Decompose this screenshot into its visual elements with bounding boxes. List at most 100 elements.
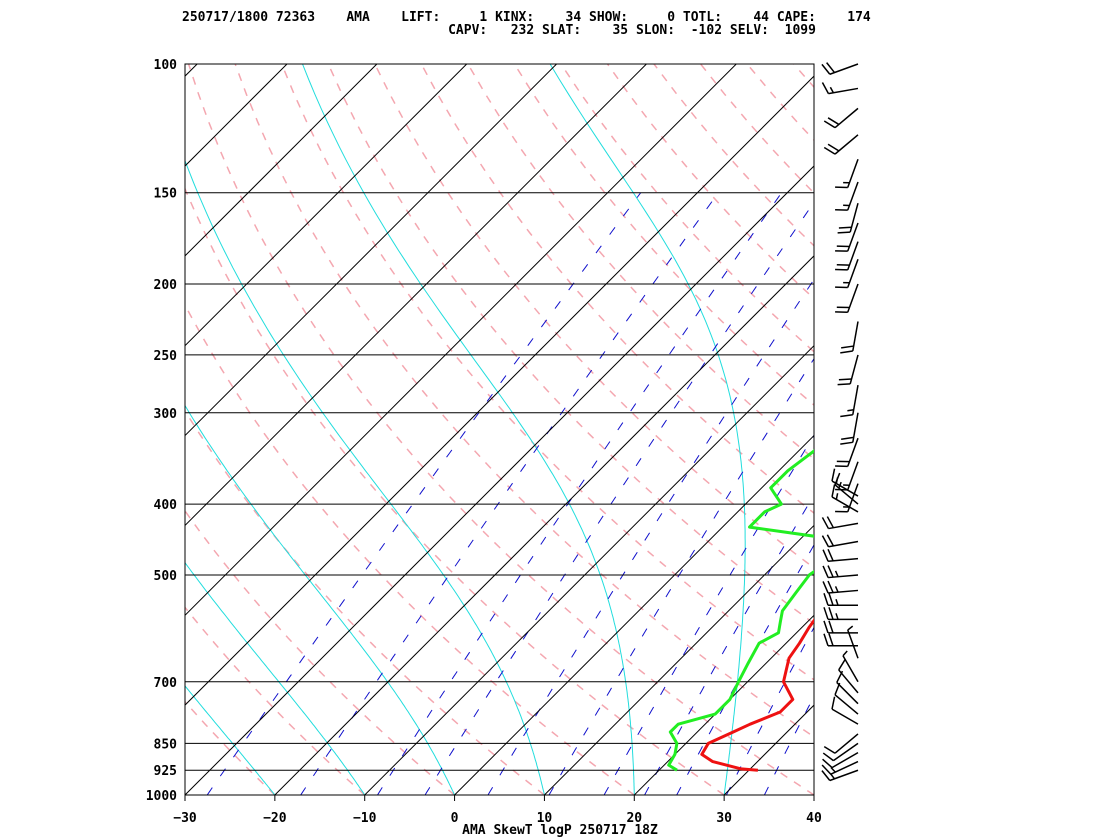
mixing-ratio-line xyxy=(487,278,814,795)
dry-adiabat-line xyxy=(840,64,1120,795)
mixing-ratio-line xyxy=(300,192,719,795)
pressure-tick-label: 300 xyxy=(154,407,178,422)
wind-barb xyxy=(822,751,859,769)
isotherm-line xyxy=(364,345,814,795)
wind-barbs xyxy=(821,62,859,782)
temperature-trace xyxy=(700,618,814,772)
mixing-ratio-line xyxy=(725,626,814,795)
isotherm-line xyxy=(185,64,288,167)
x-tick-label: −10 xyxy=(353,811,377,826)
pressure-tick-label: 150 xyxy=(154,187,178,202)
wind-barb xyxy=(823,733,859,754)
wind-barb xyxy=(821,82,859,95)
wind-barb xyxy=(822,548,859,563)
moist-adiabats xyxy=(0,64,814,795)
dry-adiabat-line xyxy=(185,409,545,795)
dry-adiabat-line xyxy=(467,64,814,460)
wind-barb xyxy=(835,483,859,513)
x-tick-label: −20 xyxy=(263,811,287,826)
x-tick-label: 30 xyxy=(716,811,732,826)
dry-adiabat-line xyxy=(374,64,814,569)
plot-frame xyxy=(184,63,815,796)
wind-barb xyxy=(831,484,859,513)
mixing-ratio-lines xyxy=(206,192,814,795)
pressure-tick-labels: 100 150 200 250 300 400 500 700 850 925 1000 xyxy=(146,58,177,804)
pressure-tick-label: 500 xyxy=(154,569,178,584)
wind-barb xyxy=(835,181,859,211)
wind-barb xyxy=(822,580,859,594)
dry-adiabat-line xyxy=(606,64,814,300)
x-tick-label: −30 xyxy=(173,811,197,826)
isotherm-line xyxy=(544,524,814,795)
mixing-ratio-line xyxy=(603,434,814,795)
wind-barb xyxy=(847,625,859,659)
x-tick-label: 40 xyxy=(806,811,822,826)
isotherm-line xyxy=(813,794,814,795)
dry-adiabat-line xyxy=(933,64,1120,795)
wind-barb xyxy=(821,769,859,782)
dry-adiabat-line xyxy=(980,64,1120,795)
wind-barb xyxy=(837,354,859,386)
isobars xyxy=(185,63,814,796)
isotherm-line xyxy=(185,165,814,795)
wind-barb xyxy=(822,742,859,762)
isotherm-line xyxy=(454,434,814,795)
pressure-tick-label: 700 xyxy=(154,676,178,691)
isotherm-line xyxy=(185,75,814,706)
dry-adiabat-line xyxy=(281,64,814,681)
wind-barb xyxy=(835,259,859,289)
dewpoint-trace xyxy=(667,449,814,772)
wind-barb xyxy=(823,633,858,647)
dry-adiabat-line xyxy=(746,64,814,142)
wind-barb xyxy=(823,592,858,606)
pressure-tick-label: 200 xyxy=(154,278,178,293)
wind-barb xyxy=(840,412,859,445)
wind-barb xyxy=(835,241,859,271)
wind-barb xyxy=(835,283,859,313)
mixing-ratio-line xyxy=(424,201,814,795)
plot-border xyxy=(184,63,815,796)
wind-barb xyxy=(837,202,859,234)
isotherm-line xyxy=(185,64,737,616)
moist-adiabat-line xyxy=(185,561,366,795)
dry-adiabat-line xyxy=(327,64,814,625)
mixing-ratio-line xyxy=(644,493,814,795)
pressure-tick-label: 850 xyxy=(154,737,178,752)
wind-barb xyxy=(835,222,859,252)
wind-barb xyxy=(821,62,859,75)
dry-adiabat-line xyxy=(185,186,725,795)
isotherm-line xyxy=(185,64,468,347)
wind-barb xyxy=(821,516,859,530)
wind-barb xyxy=(821,534,859,548)
header-line-1: 250717/1800 72363 AMA LIFT: 1 KINX: 34 S… xyxy=(182,10,871,25)
pressure-tick-label: 400 xyxy=(154,498,178,513)
moist-adiabat-line xyxy=(185,404,456,795)
moist-adiabat-line xyxy=(0,64,95,795)
wind-barb xyxy=(842,650,859,683)
mixing-ratio-line xyxy=(206,192,642,795)
isotherm-line xyxy=(185,64,557,437)
wind-barb xyxy=(823,620,858,634)
x-tick-label: 0 xyxy=(451,811,459,826)
moist-adiabat-line xyxy=(302,64,635,795)
wind-barb xyxy=(840,321,859,354)
isotherm-line xyxy=(633,614,814,795)
pressure-tick-label: 250 xyxy=(154,349,178,364)
wind-barb xyxy=(823,107,859,129)
dry-adiabat-line xyxy=(653,64,814,247)
dry-adiabat-line xyxy=(185,700,276,795)
mixing-ratio-line xyxy=(676,543,814,795)
dry-adiabat-line xyxy=(513,64,814,407)
dry-adiabat-line xyxy=(420,64,814,515)
x-axis-label: AMA SkewT logP 250717 18Z xyxy=(462,823,658,838)
header-line-2: CAPV: 232 SLAT: 35 SLON: -102 SELV: 1099 xyxy=(182,23,816,38)
wind-barb xyxy=(823,134,859,155)
wind-barb xyxy=(838,658,859,694)
mixing-ratio-line xyxy=(763,694,814,795)
wind-barb xyxy=(823,607,858,621)
dry-adiabat-line xyxy=(793,64,814,89)
sounding-traces xyxy=(667,449,814,772)
moist-adiabat-line xyxy=(185,159,545,795)
wind-barb xyxy=(835,159,859,189)
